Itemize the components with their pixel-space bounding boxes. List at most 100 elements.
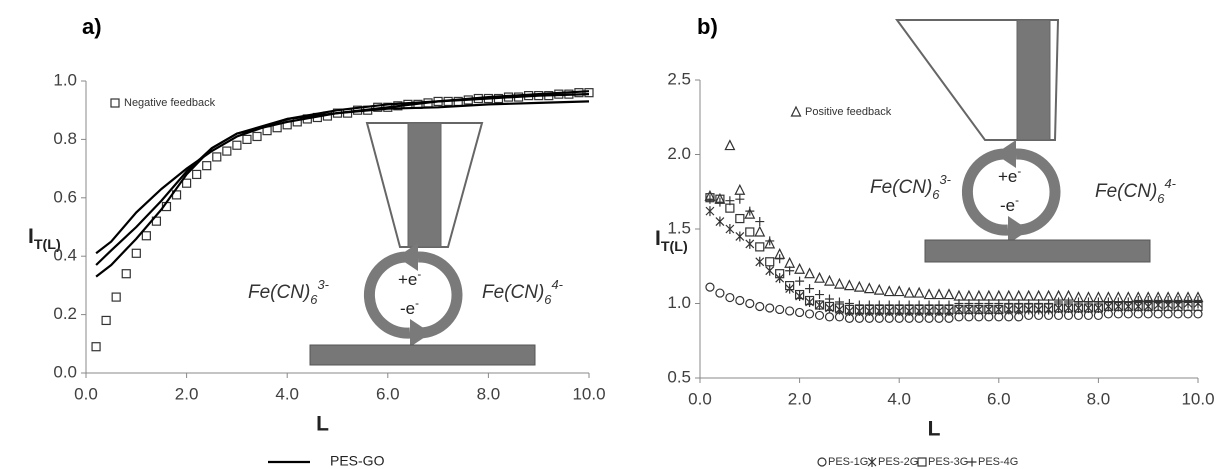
x-tick-label: 4.0 [887,389,911,408]
marker-triangle [1023,289,1035,301]
marker-square [101,315,111,326]
line [95,90,590,278]
marker-square [232,140,242,150]
y-axis-label-sub: T(L) [661,239,688,255]
marker-square [765,257,775,267]
marker-cross [715,197,725,207]
y-axis-label-text: I [28,225,34,248]
y-tick-label: 1.5 [667,218,691,237]
y-tick-label: 0.5 [667,367,691,386]
marker-triangle [1102,291,1114,303]
legend-label: PES-GO [330,453,385,469]
legend-label: Positive feedback [805,106,892,118]
marker-triangle [1162,291,1174,303]
annotation-sup: 3- [317,277,329,292]
x-tick-label: 10.0 [572,384,605,403]
marker-circle [804,309,815,319]
x-axis-label: L [316,413,329,436]
marker-square [804,295,815,306]
marker-square [814,300,825,310]
arrow-head [995,140,1016,168]
y-axis-label: IT(L) [655,227,688,255]
annotation: +e- [398,269,421,289]
marker-triangle [1063,289,1074,301]
marker-cross [795,276,805,286]
annotation-sup: 4- [551,277,563,292]
annotation-text: +e [398,270,417,289]
x-tick-label: 10.0 [1181,389,1214,408]
marker-asterisk [815,299,824,310]
x-tick-label: 2.0 [175,384,199,403]
electrode [1016,19,1051,141]
marker-triangle [754,225,766,237]
marker-triangle [714,192,726,204]
marker-triangle [903,286,915,298]
marker-cross [1133,296,1143,306]
marker-asterisk [705,206,715,217]
marker-triangle [1122,291,1134,303]
y-tick-label: 0.4 [53,246,77,265]
x-tick-label: 6.0 [987,389,1011,408]
marker-square [192,169,202,180]
marker-triangle [1053,289,1065,301]
annotation: Fe(CN)63- [870,172,952,202]
marker-square [91,342,101,352]
marker-triangle [883,285,895,297]
annotation-sup: 4- [1164,176,1176,191]
annotation-sup: - [417,269,421,281]
marker-square [242,134,252,144]
marker-square [110,98,120,108]
legend-label: PES-1G [828,456,868,468]
marker-cross [874,300,884,310]
marker-circle [1193,309,1203,319]
annotation: +e- [998,166,1021,186]
y-tick-label: 2.0 [667,144,691,163]
marker-triangle [1043,289,1055,301]
legend-label: Negative feedback [124,97,216,109]
marker-circle [794,307,805,318]
marker-triangle [1132,291,1144,303]
marker-asterisk [735,231,745,242]
marker-square [111,292,121,302]
marker-square [725,203,735,213]
annotation-sup: - [1017,166,1021,178]
marker-cross [864,300,874,310]
x-tick-label: 6.0 [376,384,400,403]
y-tick-label: 0.8 [53,129,77,148]
y-tick-label: 0.0 [53,362,77,381]
marker-triangle [1192,291,1204,303]
arrow-arc [1015,148,1061,236]
marker-square [785,281,795,291]
annotation-sub: 6 [1157,191,1165,206]
electrode [407,122,442,248]
y-tick-label: 1.0 [667,293,691,312]
x-axis-label: L [928,418,941,441]
marker-triangle [734,183,746,195]
marker-triangle [933,288,945,300]
marker-triangle [1172,291,1184,303]
marker-circle [725,292,735,303]
marker-triangle [804,267,816,279]
x-tick-label: 8.0 [1087,389,1111,408]
marker-cross [894,300,904,310]
marker-cross [1143,296,1153,306]
marker-asterisk [795,291,805,302]
marker-triangle [973,289,985,301]
marker-triangle [1182,291,1194,303]
substrate [309,344,536,366]
marker-asterisk [755,256,765,267]
diagram-a [309,122,536,366]
marker-square [745,227,755,237]
marker-circle [1183,309,1193,319]
marker-cross [735,194,745,204]
marker-triangle [814,271,825,283]
substrate [924,239,1151,263]
marker-triangle [1003,289,1015,301]
marker-cross [1163,296,1173,306]
x-tick-label: 8.0 [477,384,501,403]
marker-asterisk [715,216,725,227]
marker-cross [805,284,815,294]
marker-triangle [953,289,965,301]
arrow-arc [363,251,411,339]
annotation-text: Fe(CN) [482,282,544,303]
